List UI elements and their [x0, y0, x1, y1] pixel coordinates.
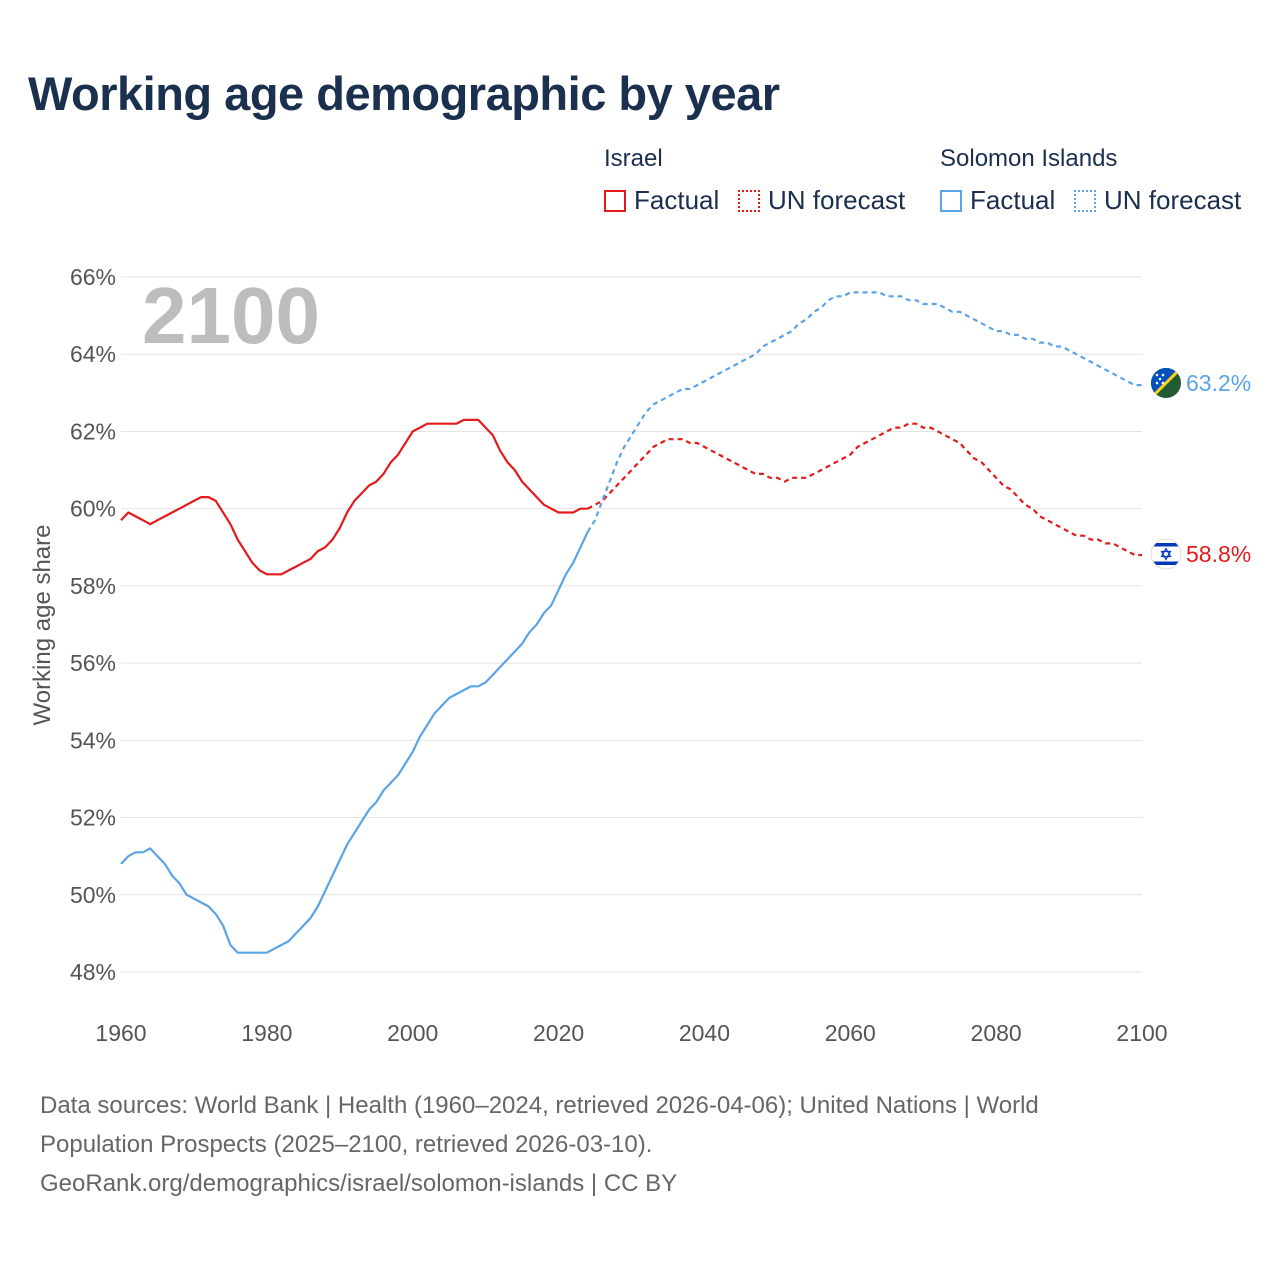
footer-source-line-2: Population Prospects (2025–2100, retriev…: [40, 1131, 653, 1158]
legend-label: UN forecast: [1104, 185, 1242, 215]
series-line-solomon-islands-forecast[interactable]: [586, 291, 1142, 533]
legend-group-solomon-islands: Solomon Islands: [940, 145, 1118, 172]
legend-label: UN forecast: [768, 185, 906, 215]
israel-flag-icon: [1150, 538, 1182, 570]
solomon-islands-flag-icon: [1151, 368, 1181, 398]
footer-attribution[interactable]: GeoRank.org/demographics/israel/solomon-…: [40, 1170, 678, 1197]
y-tick-label: 56%: [70, 650, 116, 676]
y-tick-label: 62%: [70, 418, 116, 444]
y-axis: 48% 50% 52% 54% 56% 58% 60% 62% 64% 66%: [70, 264, 116, 985]
x-tick-label: 2100: [1116, 1020, 1167, 1046]
y-tick-label: 60%: [70, 496, 116, 522]
series-lines: [120, 291, 1142, 954]
x-tick-label: 2060: [825, 1020, 876, 1046]
series-line-solomon-islands-factual[interactable]: [120, 531, 589, 954]
x-tick-label: 1960: [95, 1020, 146, 1046]
footer: Data sources: World Bank | Health (1960–…: [40, 1086, 1240, 1203]
y-tick-label: 54%: [70, 727, 116, 753]
legend-swatch-solid-icon: [940, 189, 962, 212]
x-tick-label: 2020: [533, 1020, 584, 1046]
legend-label: Factual: [634, 185, 720, 215]
grid: [121, 276, 1142, 973]
end-label-solomon-islands: 63.2%: [1186, 370, 1251, 396]
chart-title: Working age demographic by year: [28, 67, 780, 120]
series-line-israel-factual[interactable]: [120, 418, 588, 576]
y-tick-label: 64%: [70, 341, 116, 367]
y-tick-label: 52%: [70, 805, 116, 831]
y-axis-label: Working age share: [29, 525, 56, 726]
y-tick-label: 48%: [70, 959, 116, 985]
legend-label: Factual: [970, 185, 1056, 215]
chart-plot: 48% 50% 52% 54% 56% 58% 60% 62% 64% 66% 1960 1980 2…: [29, 264, 1251, 1046]
legend-group-israel: Israel: [604, 145, 663, 172]
legend-israel-factual[interactable]: Factual: [604, 185, 719, 216]
legend-swatch-dotted-icon: [738, 189, 760, 212]
x-tick-label: 2080: [971, 1020, 1022, 1046]
legend-israel-forecast[interactable]: UN forecast: [738, 185, 905, 216]
x-tick-label: 2040: [679, 1020, 730, 1046]
x-tick-label: 2000: [387, 1020, 438, 1046]
x-axis: 1960 1980 2000 2020 2040 2060 2080 2100: [95, 1020, 1167, 1046]
legend-solomon-forecast[interactable]: UN forecast: [1074, 185, 1241, 216]
y-tick-label: 58%: [70, 573, 116, 599]
series-line-israel-forecast[interactable]: [587, 422, 1142, 557]
legend-swatch-solid-icon: [604, 189, 626, 212]
year-overlay: 2100: [142, 271, 320, 360]
x-tick-label: 1980: [241, 1020, 292, 1046]
y-tick-label: 66%: [70, 264, 116, 290]
end-label-israel: 58.8%: [1186, 541, 1251, 567]
legend-swatch-dotted-icon: [1074, 189, 1096, 212]
footer-source-line-1: Data sources: World Bank | Health (1960–…: [40, 1092, 1039, 1119]
y-tick-label: 50%: [70, 882, 116, 908]
legend-solomon-factual[interactable]: Factual: [940, 185, 1055, 216]
